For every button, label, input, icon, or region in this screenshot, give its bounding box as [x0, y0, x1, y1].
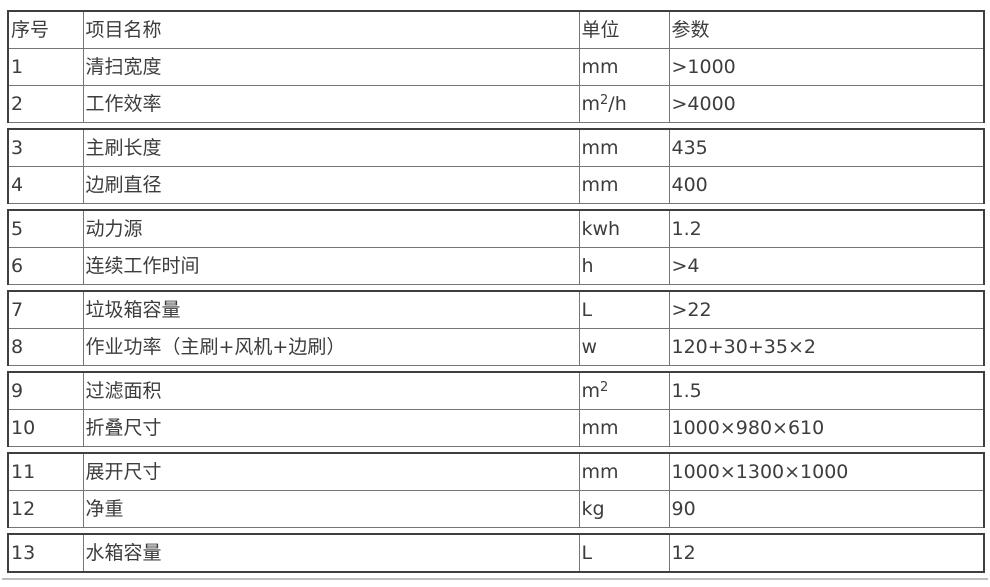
table-row: 12 净重 kg 90 — [7, 490, 985, 528]
cell-value: 1.2 — [668, 209, 985, 248]
cell-value: 435 — [668, 128, 985, 167]
spec-table-group: 13 水箱容量 L 12 — [7, 533, 985, 573]
cell-name: 清扫宽度 — [82, 48, 580, 86]
cell-value: 1.5 — [668, 371, 985, 410]
cell-value: >22 — [668, 290, 985, 329]
table-row: 4 边刷直径 mm 400 — [7, 166, 985, 204]
spec-table-group: 5 动力源 kwh 1.2 6 连续工作时间 h >4 — [7, 209, 985, 285]
spec-table-group: 序号 项目名称 单位 参数 1 清扫宽度 mm >1000 2 工作效率 m2/h >4000 — [7, 10, 985, 123]
header-cell-unit: 单位 — [578, 10, 670, 49]
cell-index: 12 — [7, 490, 84, 528]
cell-value: 1000×1300×1000 — [668, 452, 985, 491]
cell-value: 12 — [668, 533, 985, 573]
cell-unit: w — [578, 328, 670, 366]
cell-name: 折叠尺寸 — [82, 409, 580, 447]
cell-unit: L — [578, 290, 670, 329]
cell-unit: mm — [578, 128, 670, 167]
cell-index: 8 — [7, 328, 84, 366]
cell-name: 垃圾箱容量 — [82, 290, 580, 329]
cell-index: 3 — [7, 128, 84, 167]
cell-unit: mm — [578, 166, 670, 204]
table-row: 7 垃圾箱容量 L >22 — [7, 290, 985, 329]
table-row: 13 水箱容量 L 12 — [7, 533, 985, 573]
cell-unit: h — [578, 247, 670, 285]
cell-index: 13 — [7, 533, 84, 573]
cell-name: 过滤面积 — [82, 371, 580, 410]
header-row: 序号 项目名称 单位 参数 — [7, 10, 985, 49]
cell-value: 400 — [668, 166, 985, 204]
cell-name: 作业功率（主刷+风机+边刷） — [82, 328, 580, 366]
cell-index: 7 — [7, 290, 84, 329]
cell-value: 120+30+35×2 — [668, 328, 985, 366]
table-row: 11 展开尺寸 mm 1000×1300×1000 — [7, 452, 985, 491]
table-row: 6 连续工作时间 h >4 — [7, 247, 985, 285]
table-row: 3 主刷长度 mm 435 — [7, 128, 985, 167]
spec-table-group: 7 垃圾箱容量 L >22 8 作业功率（主刷+风机+边刷） w 120+30+35×2 — [7, 290, 985, 366]
cell-unit: mm — [578, 48, 670, 86]
cell-name: 展开尺寸 — [82, 452, 580, 491]
cell-value: 1000×980×610 — [668, 409, 985, 447]
table-row: 10 折叠尺寸 mm 1000×980×610 — [7, 409, 985, 447]
cell-name: 净重 — [82, 490, 580, 528]
cell-unit: m2 — [578, 371, 670, 410]
bottom-rule — [2, 578, 988, 580]
table-row: 8 作业功率（主刷+风机+边刷） w 120+30+35×2 — [7, 328, 985, 366]
cell-name: 水箱容量 — [82, 533, 580, 573]
table-row: 2 工作效率 m2/h >4000 — [7, 85, 985, 123]
cell-value: >4000 — [668, 85, 985, 123]
spec-table-group: 11 展开尺寸 mm 1000×1300×1000 12 净重 kg 90 — [7, 452, 985, 528]
cell-index: 11 — [7, 452, 84, 491]
cell-name: 主刷长度 — [82, 128, 580, 167]
cell-index: 2 — [7, 85, 84, 123]
cell-value: >1000 — [668, 48, 985, 86]
cell-index: 10 — [7, 409, 84, 447]
header-cell-name: 项目名称 — [82, 10, 580, 49]
cell-index: 6 — [7, 247, 84, 285]
cell-name: 边刷直径 — [82, 166, 580, 204]
header-cell-index: 序号 — [7, 10, 84, 49]
spec-table-group: 3 主刷长度 mm 435 4 边刷直径 mm 400 — [7, 128, 985, 204]
cell-value: 90 — [668, 490, 985, 528]
cell-index: 1 — [7, 48, 84, 86]
cell-unit: mm — [578, 452, 670, 491]
cell-unit: kg — [578, 490, 670, 528]
spec-table: 序号 项目名称 单位 参数 1 清扫宽度 mm >1000 2 工作效率 m2/h >4000 3 主刷长… — [7, 10, 985, 578]
cell-unit: mm — [578, 409, 670, 447]
header-cell-value: 参数 — [668, 10, 985, 49]
cell-name: 工作效率 — [82, 85, 580, 123]
cell-unit: kwh — [578, 209, 670, 248]
cell-unit: L — [578, 533, 670, 573]
cell-index: 9 — [7, 371, 84, 410]
table-row: 5 动力源 kwh 1.2 — [7, 209, 985, 248]
cell-value: >4 — [668, 247, 985, 285]
cell-name: 动力源 — [82, 209, 580, 248]
spec-table-group: 9 过滤面积 m2 1.5 10 折叠尺寸 mm 1000×980×610 — [7, 371, 985, 447]
cell-index: 5 — [7, 209, 84, 248]
table-row: 9 过滤面积 m2 1.5 — [7, 371, 985, 410]
cell-name: 连续工作时间 — [82, 247, 580, 285]
cell-index: 4 — [7, 166, 84, 204]
cell-unit: m2/h — [578, 85, 670, 123]
table-row: 1 清扫宽度 mm >1000 — [7, 48, 985, 86]
